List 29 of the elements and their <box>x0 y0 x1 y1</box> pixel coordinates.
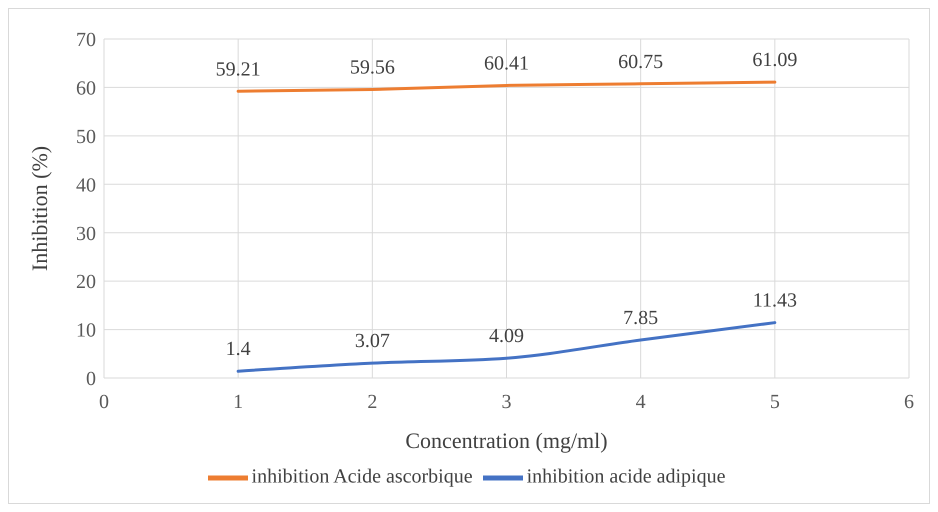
y-tick-label: 70 <box>76 29 96 52</box>
data-label: 60.75 <box>618 50 664 73</box>
y-tick-label: 10 <box>76 320 96 342</box>
y-tick-label: 50 <box>76 126 96 148</box>
y-tick-label: 60 <box>76 78 96 100</box>
data-label: 59.21 <box>216 58 261 80</box>
data-label: 60.41 <box>484 52 529 74</box>
line-series <box>236 80 776 93</box>
y-tick-label: 30 <box>76 222 96 245</box>
data-label: 1.4 <box>226 338 251 360</box>
x-axis-title: Concentration (mg/ml) <box>405 428 608 453</box>
data-label: 4.09 <box>489 325 524 348</box>
y-tick-label: 0 <box>86 368 96 390</box>
x-tick-label: 1 <box>233 391 244 414</box>
x-tick-label: 2 <box>367 391 378 414</box>
data-label: 3.07 <box>354 330 390 352</box>
x-tick-label: 4 <box>636 391 646 414</box>
data-label: 11.43 <box>752 290 797 312</box>
legend-label: inhibition Acide ascorbique <box>252 466 473 488</box>
x-tick-label: 3 <box>502 391 512 414</box>
y-axis-title: Inhibition (%) <box>26 146 52 272</box>
data-label: 59.56 <box>350 56 395 79</box>
data-label: 7.85 <box>623 306 658 329</box>
legend-label: inhibition acide adipique <box>526 466 726 488</box>
y-tick-label: 40 <box>76 174 96 196</box>
x-tick-label: 5 <box>770 391 780 414</box>
x-tick-label: 6 <box>904 391 914 414</box>
data-label: 61.09 <box>752 49 798 72</box>
y-tick-label: 20 <box>76 271 96 294</box>
